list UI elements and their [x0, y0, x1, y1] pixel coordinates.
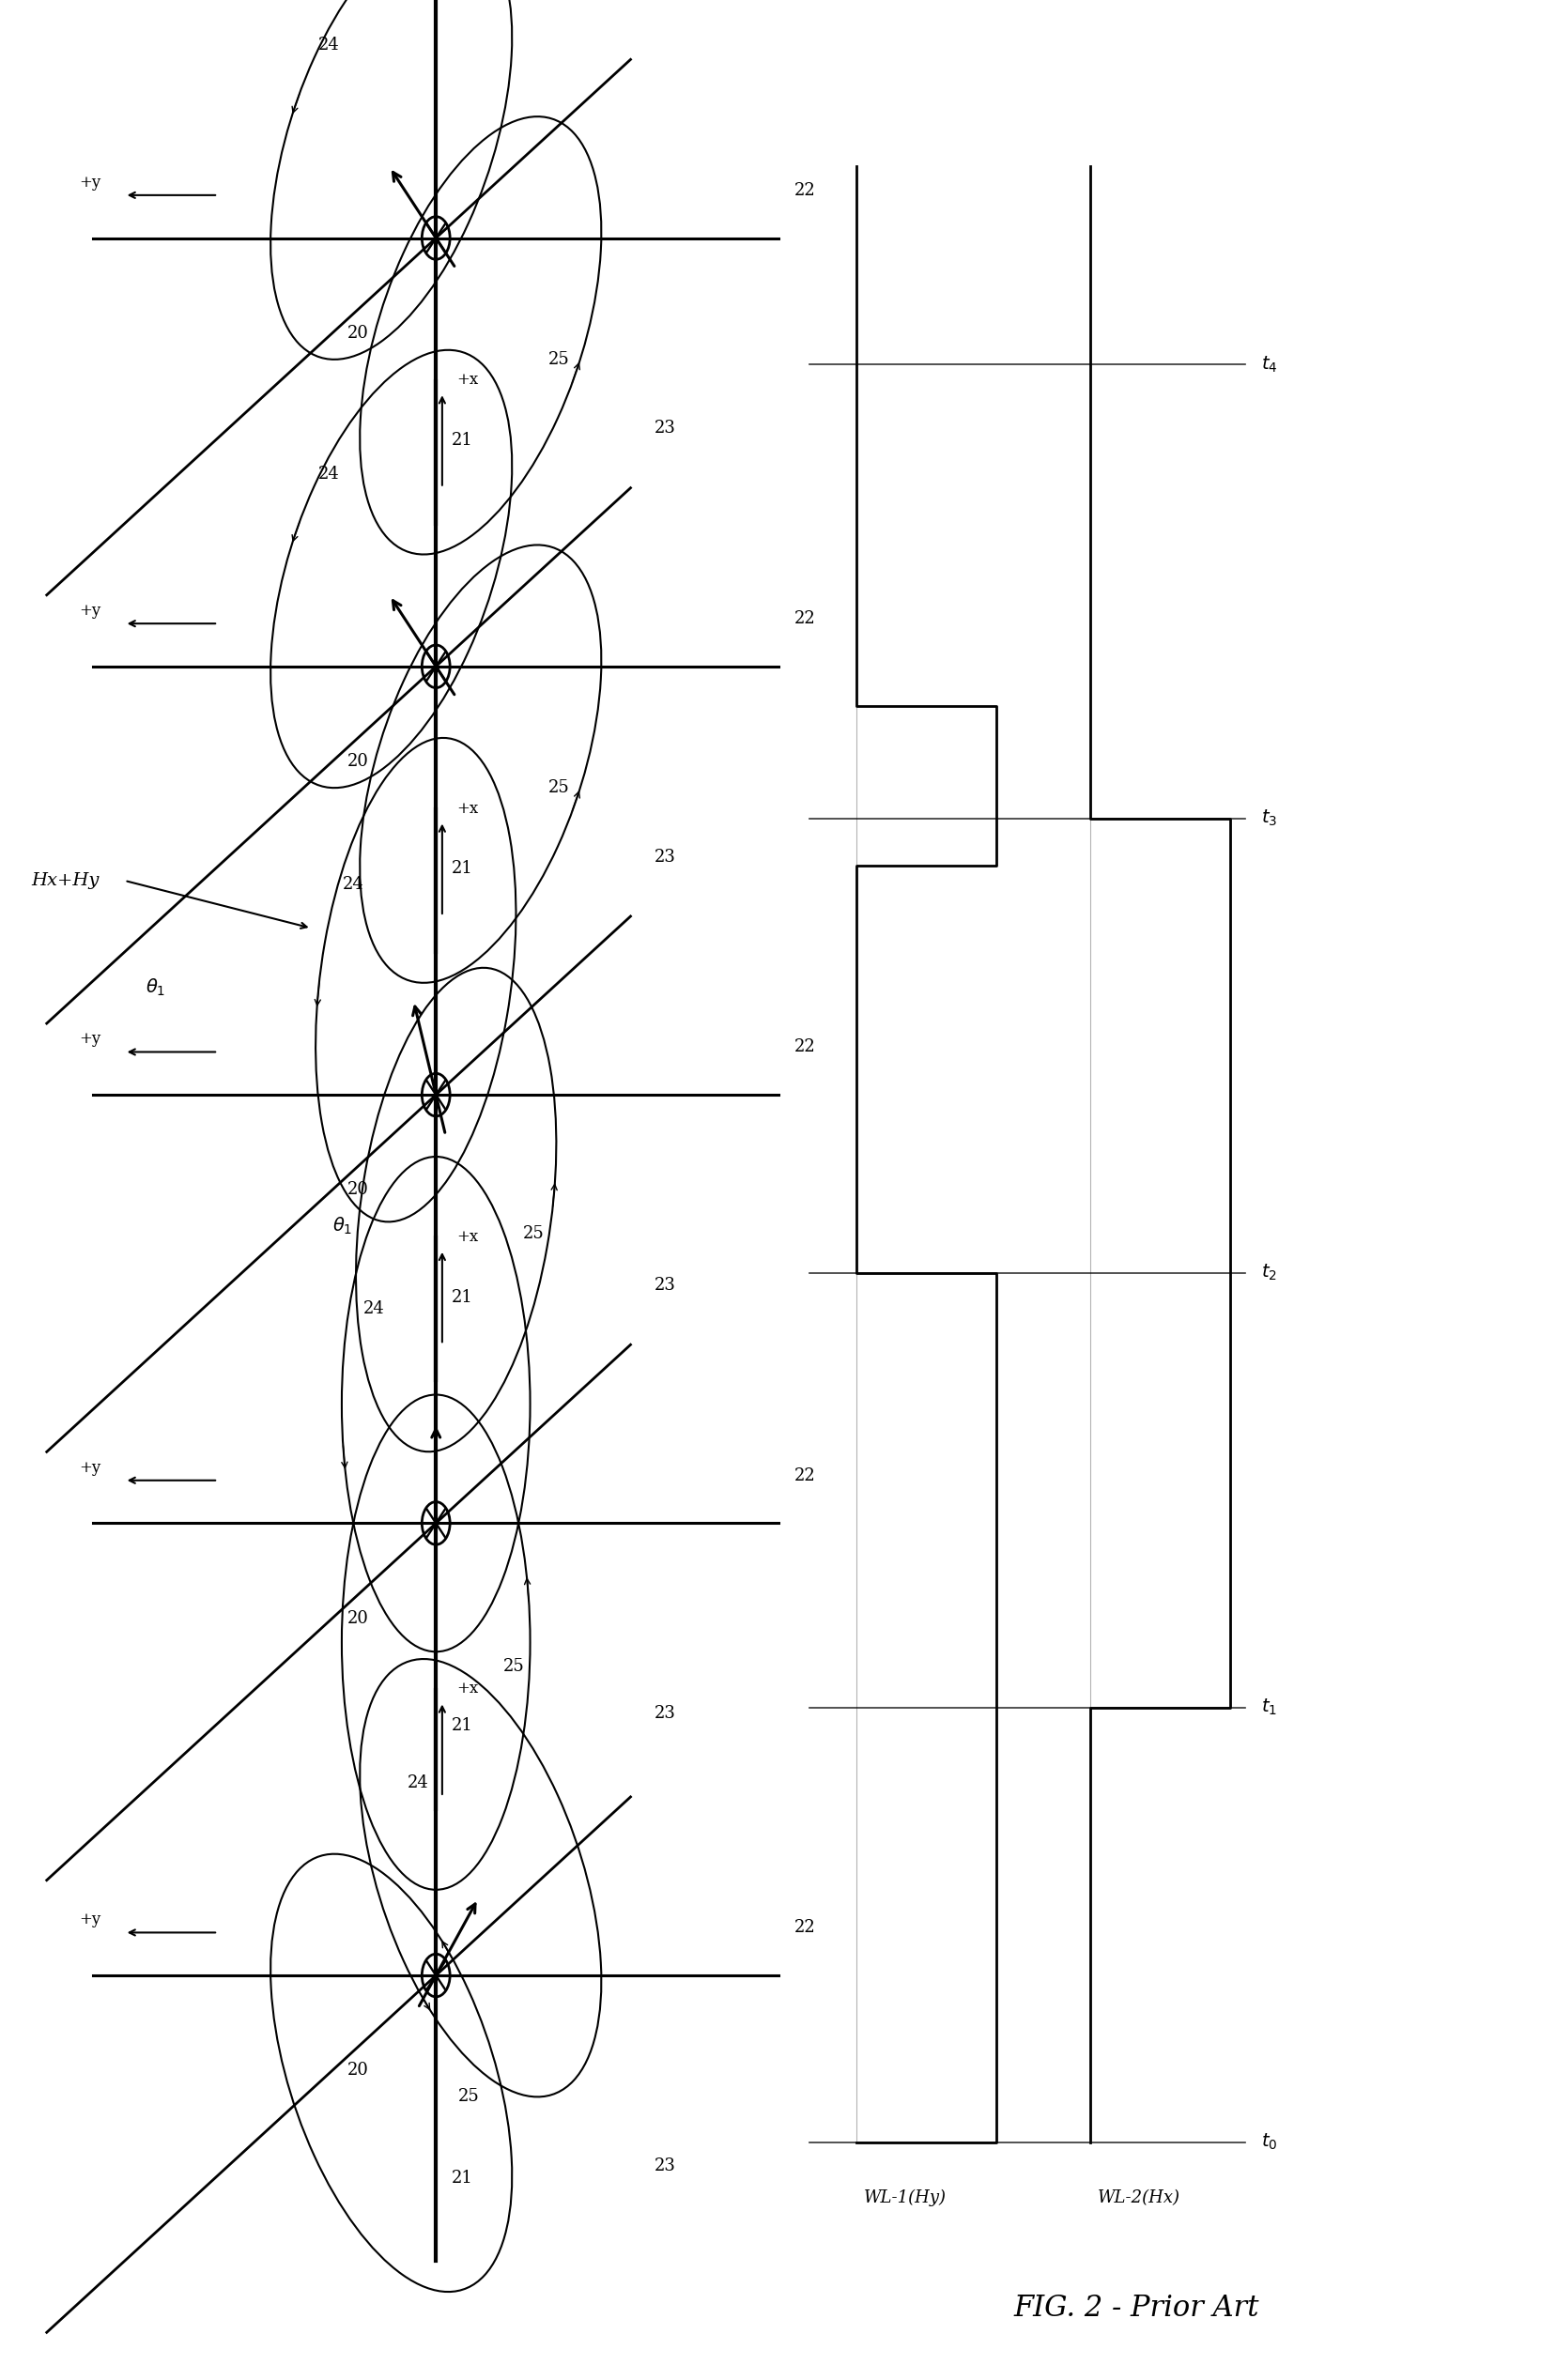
Text: $t_1$: $t_1$: [1260, 1697, 1276, 1718]
Text: +x: +x: [456, 1228, 478, 1245]
Text: WL-1(Hy): WL-1(Hy): [864, 2190, 946, 2206]
Text: $t_2$: $t_2$: [1260, 1264, 1276, 1283]
Text: 22: 22: [794, 181, 815, 200]
Text: 25: 25: [523, 1226, 545, 1242]
Text: 24: 24: [342, 876, 364, 892]
Text: 23: 23: [654, 1704, 675, 1723]
Text: 22: 22: [794, 1038, 815, 1057]
Text: 22: 22: [794, 1918, 815, 1937]
Text: $t_4$: $t_4$: [1260, 355, 1277, 374]
Text: 24: 24: [363, 1299, 384, 1319]
Text: 21: 21: [451, 2168, 473, 2187]
Text: 20: 20: [347, 2061, 369, 2080]
Text: +x: +x: [456, 371, 478, 388]
Text: 20: 20: [347, 1609, 369, 1628]
Text: 23: 23: [654, 847, 675, 866]
Text: 25: 25: [457, 2087, 479, 2106]
Text: 23: 23: [654, 2156, 675, 2175]
Text: 22: 22: [794, 1466, 815, 1485]
Text: +x: +x: [456, 1680, 478, 1697]
Text: 25: 25: [548, 350, 569, 369]
Text: +y: +y: [79, 1459, 101, 1476]
Text: 25: 25: [503, 1656, 524, 1676]
Text: 24: 24: [317, 464, 339, 483]
Text: 25: 25: [548, 778, 569, 797]
Text: 22: 22: [794, 609, 815, 628]
Text: $\theta_1$: $\theta_1$: [333, 1216, 352, 1235]
Text: 20: 20: [347, 752, 369, 771]
Text: 23: 23: [654, 1276, 675, 1295]
Text: +y: +y: [79, 602, 101, 619]
Text: FIG. 2 - Prior Art: FIG. 2 - Prior Art: [1013, 2294, 1259, 2323]
Text: $t_3$: $t_3$: [1260, 809, 1276, 828]
Text: 20: 20: [347, 324, 369, 343]
Text: +x: +x: [456, 800, 478, 816]
Text: Hx+Hy: Hx+Hy: [31, 871, 100, 890]
Text: 20: 20: [347, 1180, 369, 1200]
Text: $\theta_1$: $\theta_1$: [146, 978, 165, 997]
Text: +y: +y: [79, 174, 101, 190]
Text: +y: +y: [79, 1031, 101, 1047]
Text: $t_0$: $t_0$: [1260, 2132, 1276, 2152]
Text: 23: 23: [654, 419, 675, 438]
Text: 21: 21: [451, 1288, 473, 1307]
Text: 24: 24: [317, 36, 339, 55]
Text: 21: 21: [451, 1716, 473, 1735]
Text: 21: 21: [451, 431, 473, 450]
Text: +y: +y: [79, 1911, 101, 1928]
Text: 21: 21: [451, 859, 473, 878]
Text: WL-2(Hx): WL-2(Hx): [1097, 2190, 1179, 2206]
Text: 24: 24: [408, 1773, 429, 1792]
